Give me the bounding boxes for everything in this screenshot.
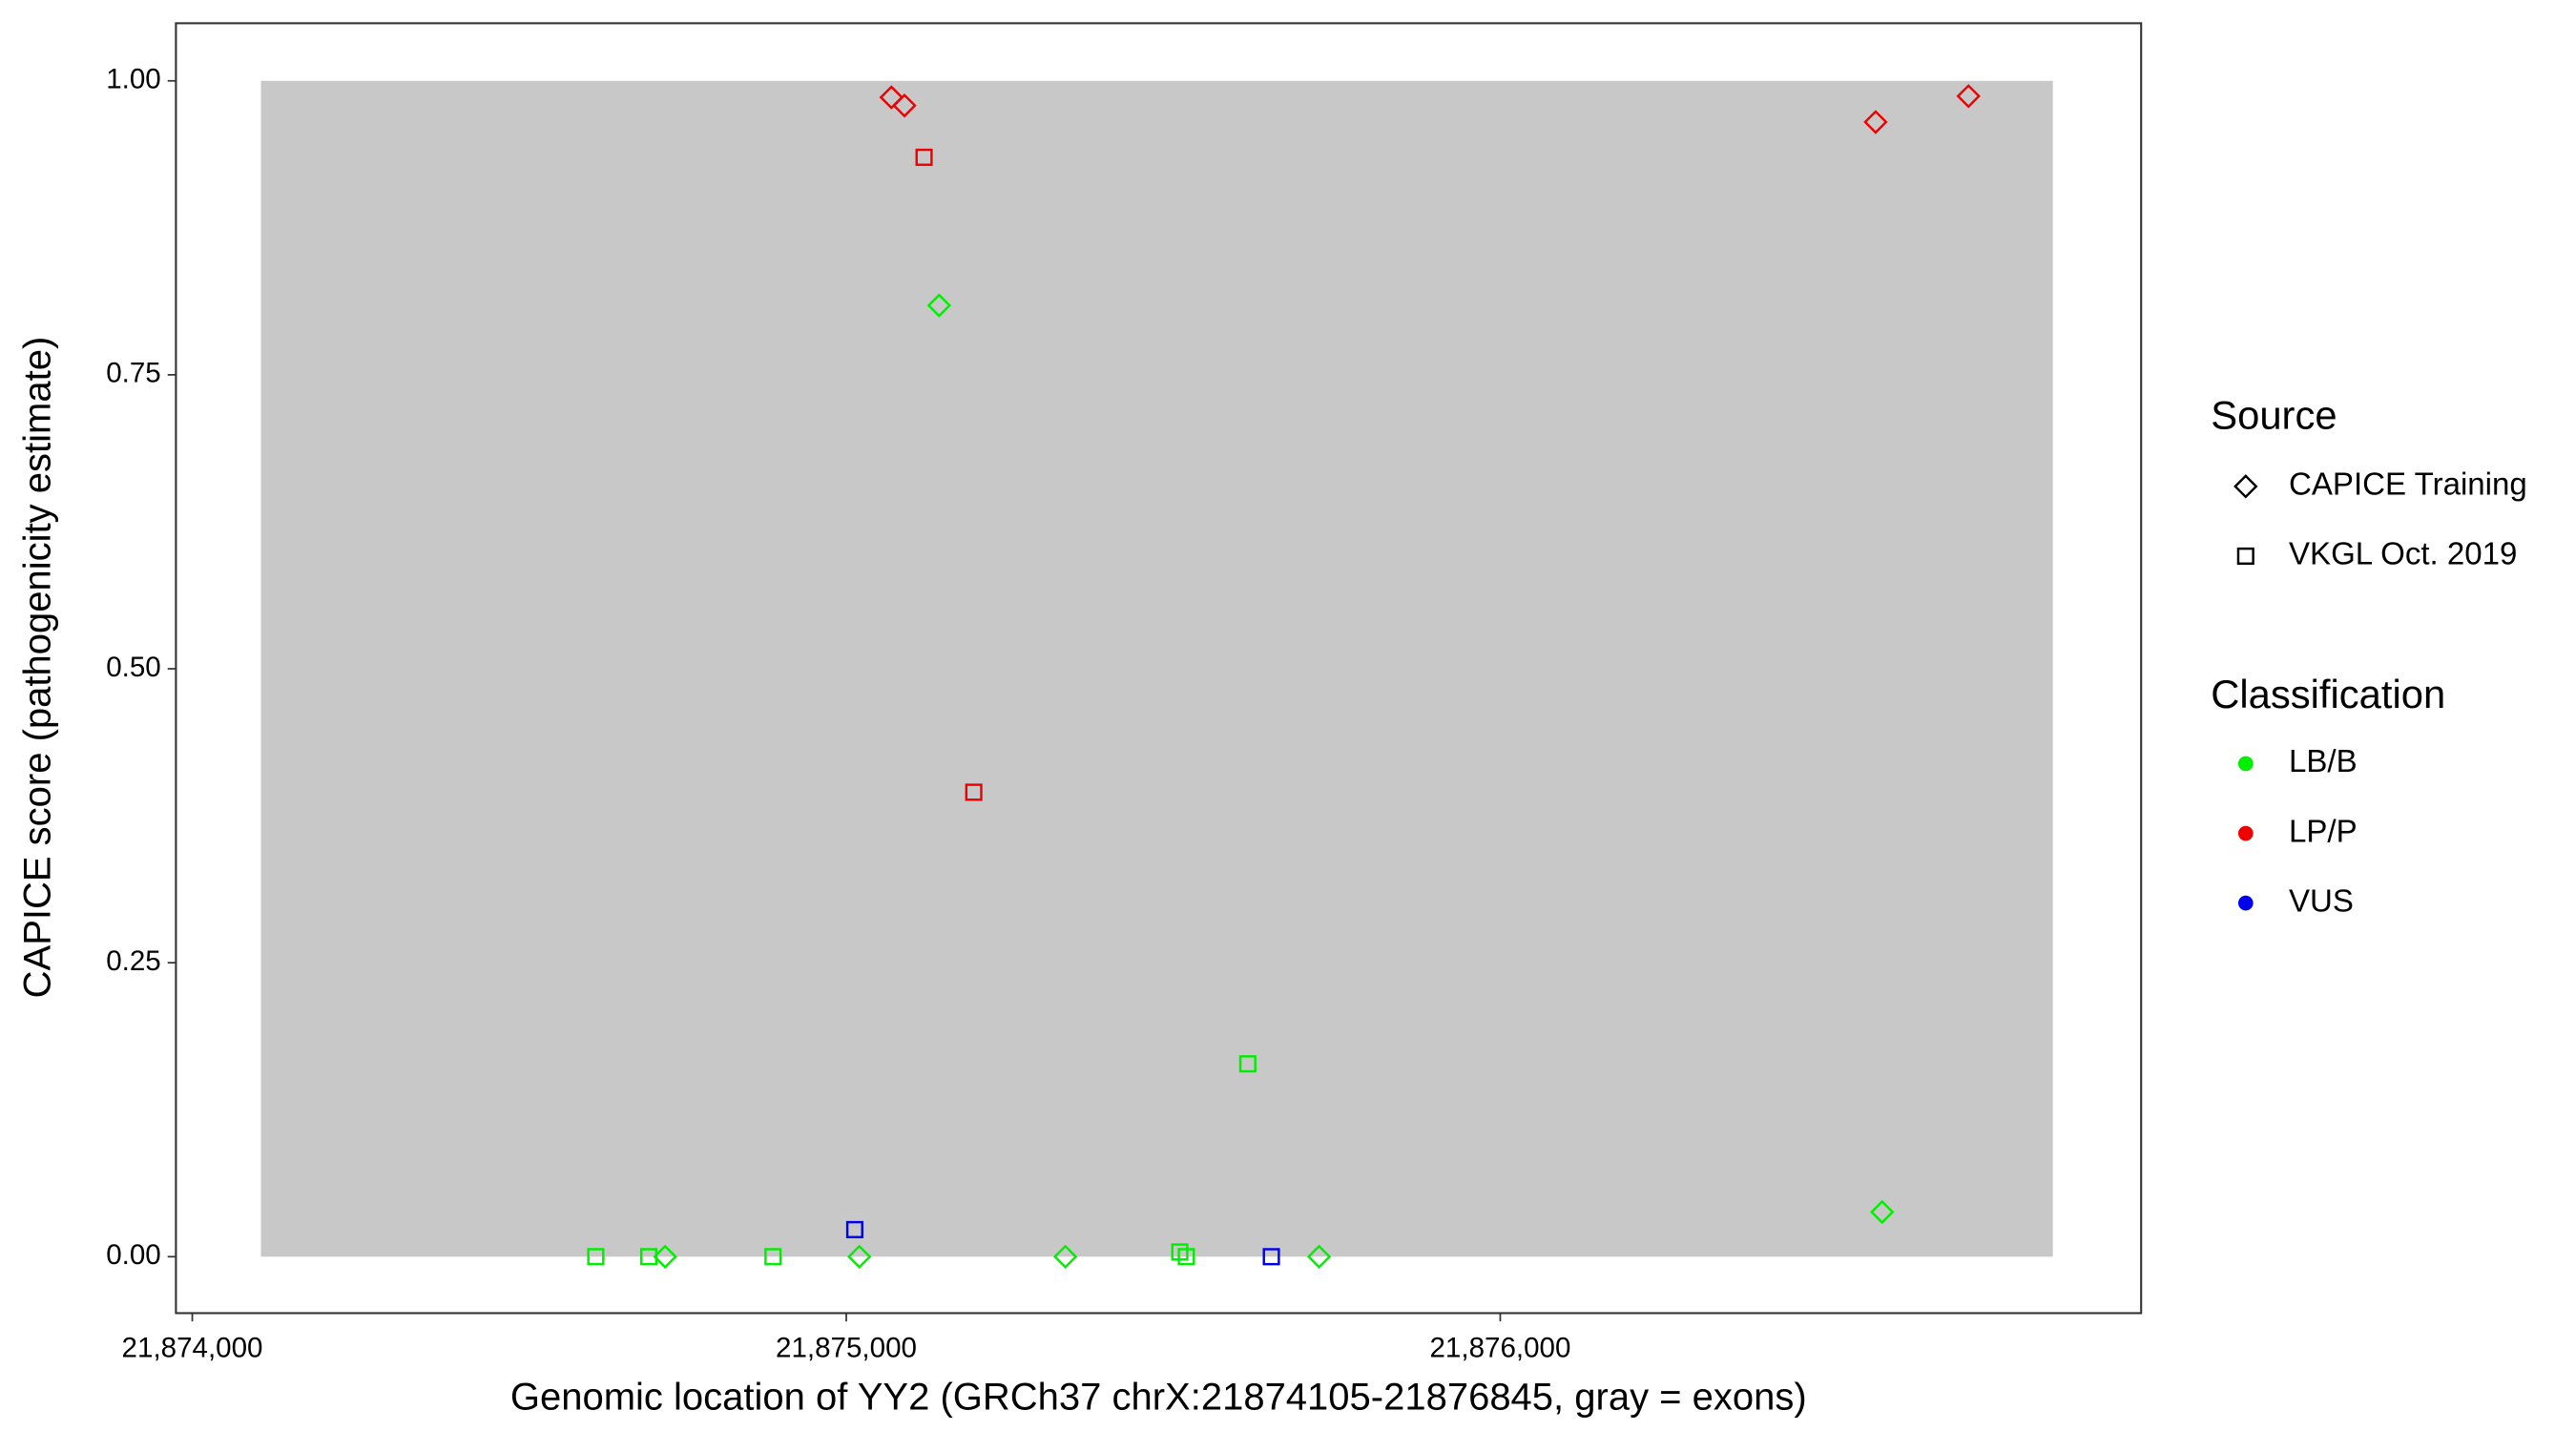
point [1262,1248,1280,1266]
exon-region [260,80,2053,1257]
point [1863,110,1888,135]
point [1870,1199,1895,1225]
x-tick-label: 21,874,000 [122,1333,263,1364]
legend-title: Classification [2211,672,2445,716]
point [653,1244,677,1269]
legend-title: Source [2211,393,2337,438]
point [965,783,983,801]
y-tick-label: 1.00 [106,64,161,95]
y-tick-label: 0.25 [106,945,161,977]
point [764,1248,782,1266]
legend-marker [2237,756,2254,772]
legend-marker [2237,895,2254,911]
point [892,93,917,118]
point [1052,1244,1078,1269]
legend-marker [2236,547,2254,565]
y-tick-label: 0.50 [106,652,161,683]
x-axis-title: Genomic location of YY2 (GRCh37 chrX:218… [510,1376,1807,1418]
point [847,1244,872,1269]
legend-label: LB/B [2289,744,2358,779]
point [587,1248,605,1266]
point [926,293,952,318]
legend-marker [2233,474,2258,499]
y-tick-label: 0.75 [106,358,161,389]
point [879,85,904,110]
x-tick-label: 21,875,000 [776,1333,917,1364]
y-tick-label: 0.00 [106,1239,161,1271]
point [1956,84,1981,109]
legend-label: VKGL Oct. 2019 [2289,537,2517,572]
point [1177,1248,1195,1266]
legend-marker [2237,825,2254,841]
y-axis-title: CAPICE score (pathogenicity estimate) [16,337,58,999]
point [1306,1244,1332,1269]
point [845,1220,863,1238]
legend-label: VUS [2289,883,2354,919]
point [1238,1055,1257,1073]
x-tick-label: 21,876,000 [1429,1333,1570,1364]
plot-border [175,22,2143,1315]
point [915,148,933,166]
legend-label: CAPICE Training [2289,467,2527,503]
legend-label: LP/P [2289,814,2358,849]
